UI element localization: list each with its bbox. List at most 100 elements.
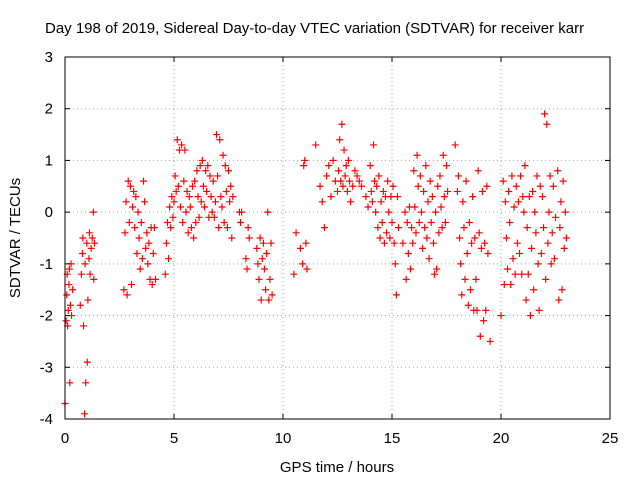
data-point xyxy=(477,244,485,252)
data-point xyxy=(376,234,384,242)
data-point xyxy=(342,162,350,170)
data-point xyxy=(388,218,396,226)
data-point xyxy=(204,162,212,170)
data-point xyxy=(260,265,268,273)
data-point xyxy=(132,193,140,201)
data-point xyxy=(142,244,150,252)
data-point xyxy=(253,244,261,252)
data-point xyxy=(559,177,567,185)
data-point xyxy=(524,270,532,278)
data-point xyxy=(171,172,179,180)
y-tick-label: 0 xyxy=(45,204,53,221)
data-point xyxy=(403,218,411,226)
data-point xyxy=(420,187,428,195)
data-point xyxy=(421,224,429,232)
data-point xyxy=(462,177,470,185)
data-point xyxy=(443,162,450,170)
data-point xyxy=(521,162,529,170)
data-point xyxy=(131,224,139,232)
y-tick-label: -2 xyxy=(40,308,53,325)
data-point xyxy=(357,182,365,190)
data-point xyxy=(190,234,198,242)
data-point xyxy=(323,172,331,180)
data-point xyxy=(209,177,217,185)
data-point xyxy=(202,167,210,175)
data-point xyxy=(523,224,531,232)
data-point xyxy=(208,208,216,216)
data-point xyxy=(547,260,555,268)
data-point xyxy=(451,141,459,149)
data-point xyxy=(372,208,380,216)
data-point xyxy=(368,198,376,206)
data-point xyxy=(206,172,214,180)
data-point xyxy=(530,286,538,294)
data-point xyxy=(531,208,539,216)
data-point xyxy=(513,239,521,247)
data-point xyxy=(183,187,191,195)
x-tick-label: 0 xyxy=(61,430,69,447)
data-point xyxy=(434,182,442,190)
data-point xyxy=(135,234,143,242)
data-point xyxy=(336,136,344,144)
data-point xyxy=(520,208,528,216)
data-point xyxy=(90,275,98,283)
data-point xyxy=(349,182,357,190)
data-point xyxy=(217,193,225,201)
data-point xyxy=(144,260,152,268)
data-point xyxy=(471,234,479,242)
data-point xyxy=(299,260,307,268)
data-point xyxy=(395,224,403,232)
data-point xyxy=(150,224,158,232)
data-point xyxy=(468,239,476,247)
data-point xyxy=(193,167,201,175)
data-point xyxy=(221,162,229,170)
data-point xyxy=(77,270,85,278)
data-point xyxy=(427,218,435,226)
data-point xyxy=(432,208,440,216)
data-point xyxy=(225,167,232,175)
data-point xyxy=(63,291,71,299)
data-point xyxy=(226,198,234,206)
data-point xyxy=(263,250,271,258)
x-tick-label: 10 xyxy=(275,430,292,447)
data-point xyxy=(514,198,522,206)
data-point xyxy=(558,286,566,294)
data-point xyxy=(122,198,130,206)
data-point xyxy=(459,198,467,206)
data-point xyxy=(264,208,272,216)
data-point xyxy=(422,162,430,170)
data-point xyxy=(197,198,205,206)
data-point xyxy=(458,291,466,299)
y-tick-label: 2 xyxy=(45,101,53,118)
data-point xyxy=(538,193,546,201)
data-point xyxy=(191,177,199,185)
data-point xyxy=(229,193,237,201)
data-point xyxy=(412,229,420,237)
data-point xyxy=(440,193,448,201)
data-point xyxy=(180,177,188,185)
data-point xyxy=(259,239,267,247)
data-point xyxy=(256,234,264,242)
data-point xyxy=(90,239,98,247)
data-point xyxy=(393,193,401,201)
data-point xyxy=(535,306,543,314)
data-point xyxy=(125,218,133,226)
data-point xyxy=(502,234,510,242)
data-point xyxy=(415,218,423,226)
data-point xyxy=(120,286,128,294)
data-point xyxy=(340,146,348,154)
data-point xyxy=(373,182,381,190)
x-tick-label: 25 xyxy=(602,430,619,447)
data-point xyxy=(456,234,464,242)
data-point xyxy=(532,229,540,237)
data-point xyxy=(130,187,138,195)
data-point xyxy=(123,291,131,299)
data-point xyxy=(327,193,335,201)
data-point xyxy=(290,270,298,278)
data-point xyxy=(133,250,141,258)
data-point xyxy=(65,265,73,273)
data-point xyxy=(510,203,518,211)
data-point xyxy=(243,265,251,273)
data-point xyxy=(364,203,372,211)
